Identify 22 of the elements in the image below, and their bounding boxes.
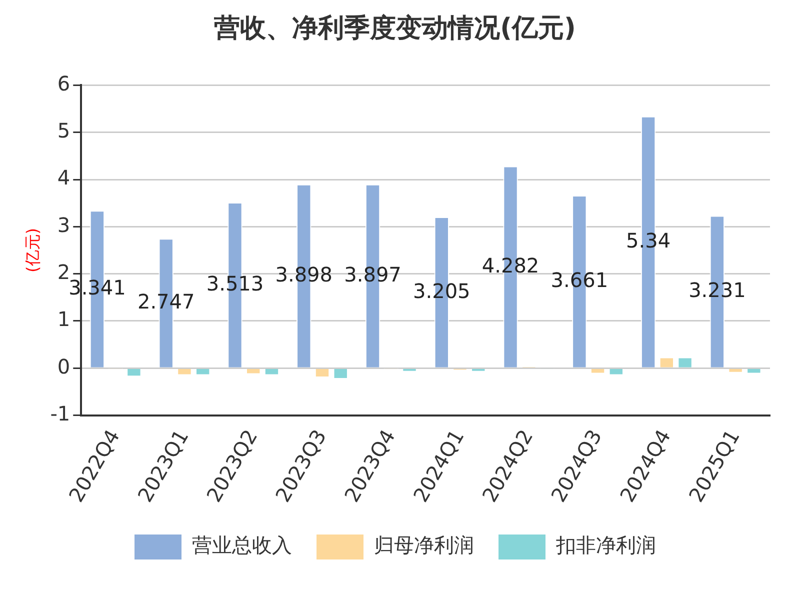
data-label: 2.747 — [137, 290, 195, 314]
data-label: 3.898 — [275, 262, 333, 286]
data-label: 3.897 — [344, 262, 402, 286]
y-tick-label: 1 — [57, 307, 70, 332]
data-label: 3.231 — [688, 278, 746, 302]
legend-label: 归母净利润 — [374, 533, 474, 558]
data-label: 3.513 — [206, 271, 264, 296]
y-tick-label: 2 — [57, 260, 70, 284]
y-tick-label: 5 — [57, 118, 70, 143]
legend-label: 扣非净利润 — [555, 533, 656, 558]
y-tick-label: 6 — [57, 71, 70, 96]
y-tick-label: 3 — [57, 212, 70, 237]
y-tick-label: 4 — [57, 166, 70, 190]
chart-title: 营收、净利季度变动情况(亿元) — [213, 13, 576, 44]
data-label: 4.282 — [482, 253, 540, 278]
data-label: 5.34 — [626, 228, 671, 252]
y-axis-title: (亿元) — [22, 228, 42, 272]
y-tick-label: 0 — [57, 354, 70, 378]
y-tick-label: -1 — [50, 401, 70, 426]
legend-label: 营业总收入 — [192, 533, 292, 558]
data-label: 3.661 — [550, 268, 608, 292]
data-label: 3.205 — [413, 278, 470, 303]
